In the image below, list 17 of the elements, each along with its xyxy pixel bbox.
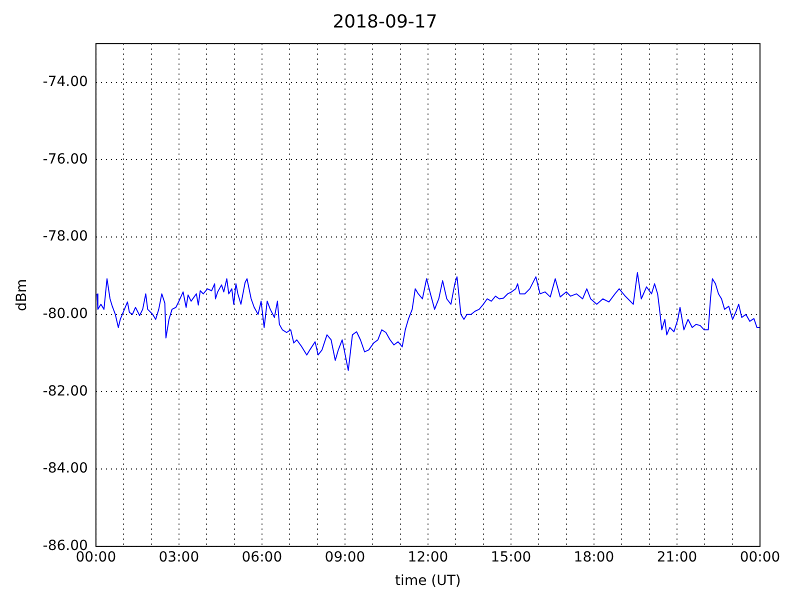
y-axis-title: dBm <box>14 278 30 312</box>
y-tick-label: -84.00 <box>42 460 88 477</box>
y-tick-label: -76.00 <box>42 151 88 168</box>
x-tick-label: 18:00 <box>574 549 614 566</box>
x-tick-label: 06:00 <box>242 549 282 566</box>
y-tick-label: -80.00 <box>42 306 88 322</box>
x-tick-label: 15:00 <box>490 549 532 566</box>
x-tick-label: 21:00 <box>656 549 698 566</box>
y-tick-label: -74.00 <box>42 74 88 90</box>
y-tick-label: -78.00 <box>42 228 88 245</box>
x-tick-label: 12:00 <box>408 549 448 566</box>
chart-title: 2018-09-17 <box>332 11 438 32</box>
y-tick-label: -82.00 <box>42 383 88 400</box>
x-tick-label: 00:00 <box>740 549 780 566</box>
x-tick-label: 03:00 <box>158 549 200 566</box>
x-tick-label: 09:00 <box>324 549 366 566</box>
x-axis-title: time (UT) <box>395 573 461 590</box>
